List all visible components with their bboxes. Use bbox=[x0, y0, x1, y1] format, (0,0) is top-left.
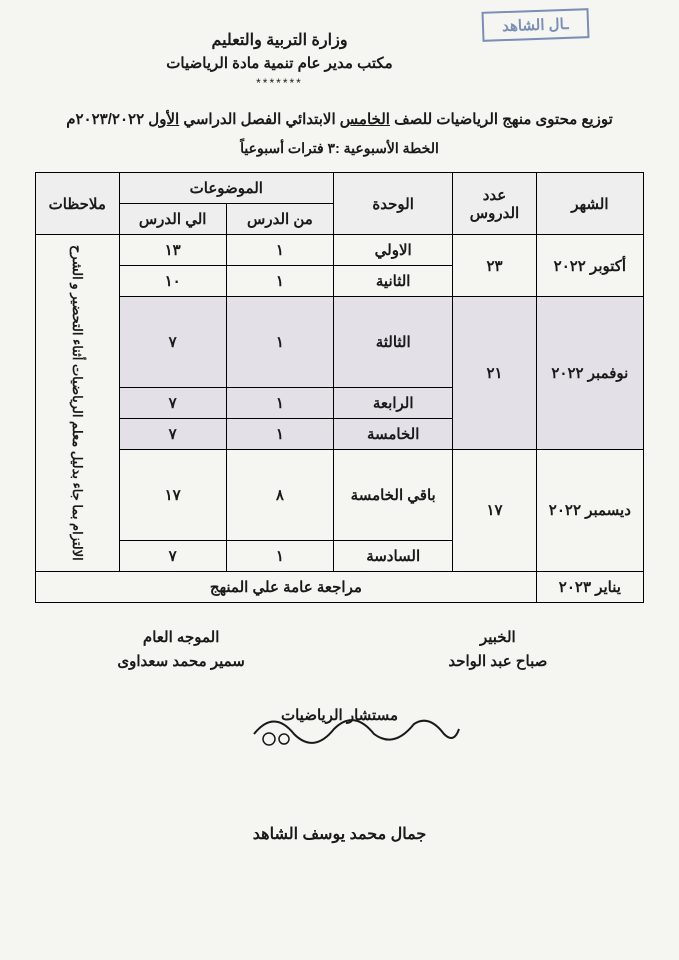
cell-from: ١ bbox=[226, 387, 333, 418]
table-row: نوفمبر ٢٠٢٢ ٢١ الثالثة ١ ٧ bbox=[36, 297, 644, 388]
col-count: عدد الدروس bbox=[453, 173, 536, 235]
separator-stars: ******* bbox=[35, 76, 524, 90]
cell-month: أكتوبر ٢٠٢٢ bbox=[536, 235, 643, 297]
document-title: توزيع محتوى منهج الرياضيات للصف الخامس ا… bbox=[35, 110, 644, 128]
document-header: وزارة التربية والتعليم مكتب مدير عام تنم… bbox=[35, 30, 524, 90]
title-semlabel: الفصل الدراسي bbox=[179, 111, 281, 128]
cell-month: يناير ٢٠٢٣ bbox=[536, 571, 643, 602]
table-row: ديسمبر ٢٠٢٢ ١٧ باقي الخامسة ٨ ١٧ bbox=[36, 449, 644, 540]
sig-name-left: سمير محمد سعداوى bbox=[35, 652, 327, 670]
consultant-block: مستشار الرياضيات جمال محمد يوسف الشاهد ـ… bbox=[35, 706, 644, 844]
cell-count: ٢٣ bbox=[453, 235, 536, 297]
office-name: مكتب مدير عام تنمية مادة الرياضيات bbox=[35, 54, 524, 72]
cell-to: ١٧ bbox=[119, 449, 226, 540]
review-row: يناير ٢٠٢٣ مراجعة عامة علي المنهج bbox=[36, 571, 644, 602]
official-stamp: ـال الشاهد bbox=[482, 8, 589, 42]
signature-right: الخبير صباح عبد الواحد bbox=[352, 628, 644, 676]
ministry-name: وزارة التربية والتعليم bbox=[35, 30, 524, 50]
cell-month: نوفمبر ٢٠٢٢ bbox=[536, 297, 643, 450]
table-header-row-1: الشهر عدد الدروس الوحدة الموضوعات ملاحظا… bbox=[36, 173, 644, 204]
col-topics: الموضوعات bbox=[119, 173, 334, 204]
title-prefix: توزيع محتوى منهج الرياضيات للصف bbox=[390, 111, 613, 128]
col-to: الي الدرس bbox=[119, 204, 226, 235]
sig-title-right: الخبير bbox=[352, 628, 644, 646]
cell-to: ٧ bbox=[119, 540, 226, 571]
cell-review: مراجعة عامة علي المنهج bbox=[36, 571, 537, 602]
col-notes: ملاحظات bbox=[36, 173, 120, 235]
cell-unit: الاولي bbox=[334, 235, 453, 266]
cell-to: ٧ bbox=[119, 297, 226, 388]
cell-to: ٧ bbox=[119, 418, 226, 449]
cell-unit: الثانية bbox=[334, 266, 453, 297]
title-mid: الابتدائي bbox=[281, 111, 339, 128]
cell-count: ١٧ bbox=[453, 449, 536, 571]
handwritten-signature-icon bbox=[244, 704, 464, 754]
title-year: ٢٠٢٣/٢٠٢٢م bbox=[66, 111, 148, 128]
cell-unit: باقي الخامسة bbox=[334, 449, 453, 540]
col-month: الشهر bbox=[536, 173, 643, 235]
col-unit: الوحدة bbox=[334, 173, 453, 235]
consultant-name: جمال محمد يوسف الشاهد bbox=[35, 824, 644, 844]
cell-unit: السادسة bbox=[334, 540, 453, 571]
cell-unit: الخامسة bbox=[334, 418, 453, 449]
weekly-plan: الخطة الأسبوعية :٣ فترات أسبوعياً bbox=[35, 140, 644, 157]
table-row: أكتوبر ٢٠٢٢ ٢٣ الاولي ١ ١٣ الالتزام بما … bbox=[36, 235, 644, 266]
cell-to: ٧ bbox=[119, 387, 226, 418]
cell-from: ١ bbox=[226, 235, 333, 266]
cell-to: ١٠ bbox=[119, 266, 226, 297]
title-grade: الخامس bbox=[340, 111, 390, 128]
cell-from: ١ bbox=[226, 266, 333, 297]
cell-unit: الرابعة bbox=[334, 387, 453, 418]
cell-to: ١٣ bbox=[119, 235, 226, 266]
sig-name-right: صباح عبد الواحد bbox=[352, 652, 644, 670]
title-semester: الأول bbox=[148, 111, 179, 128]
cell-from: ١ bbox=[226, 418, 333, 449]
cell-from: ٨ bbox=[226, 449, 333, 540]
cell-count: ٢١ bbox=[453, 297, 536, 450]
cell-from: ١ bbox=[226, 297, 333, 388]
col-from: من الدرس bbox=[226, 204, 333, 235]
curriculum-table: الشهر عدد الدروس الوحدة الموضوعات ملاحظا… bbox=[35, 172, 644, 603]
signature-left: الموجه العام سمير محمد سعداوى bbox=[35, 628, 327, 676]
cell-notes: الالتزام بما جاء بدليل معلم الرياضيات أث… bbox=[36, 235, 120, 572]
cell-unit: الثالثة bbox=[334, 297, 453, 388]
signatures-row: الخبير صباح عبد الواحد الموجه العام سمير… bbox=[35, 628, 644, 676]
cell-month: ديسمبر ٢٠٢٢ bbox=[536, 449, 643, 571]
cell-from: ١ bbox=[226, 540, 333, 571]
signature-area bbox=[35, 734, 644, 794]
sig-title-left: الموجه العام bbox=[35, 628, 327, 646]
